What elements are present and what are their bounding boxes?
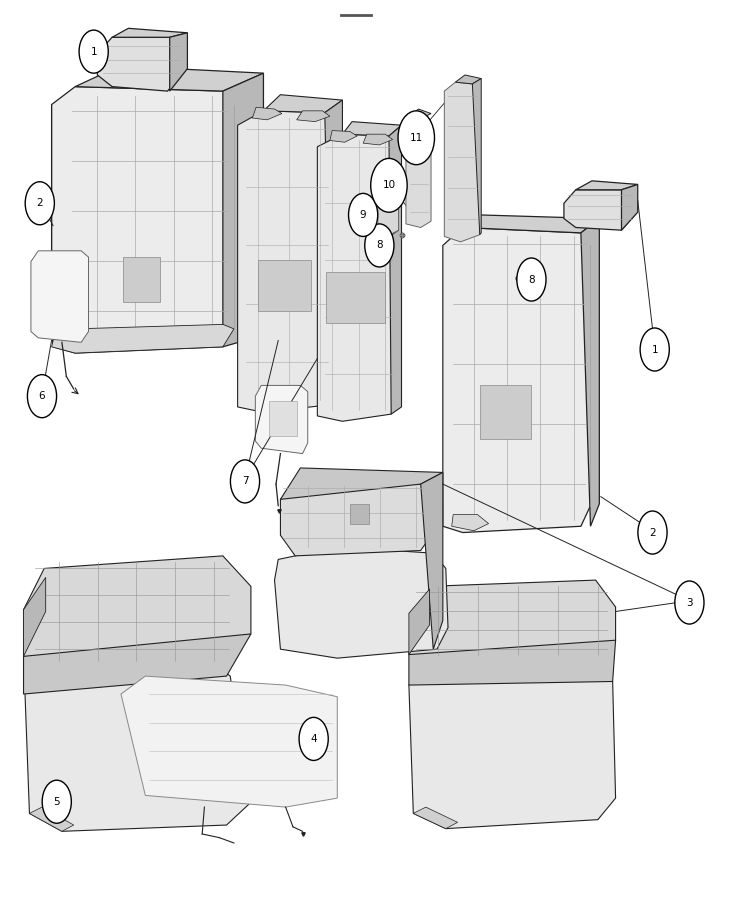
Ellipse shape: [640, 328, 669, 371]
Polygon shape: [581, 219, 599, 526]
Ellipse shape: [42, 780, 71, 824]
Polygon shape: [456, 75, 481, 84]
Polygon shape: [409, 640, 616, 685]
Ellipse shape: [27, 374, 56, 418]
Polygon shape: [123, 257, 160, 302]
Text: 6: 6: [39, 392, 45, 401]
Text: 8: 8: [376, 240, 382, 250]
Polygon shape: [409, 590, 430, 654]
Polygon shape: [274, 547, 448, 658]
Polygon shape: [564, 190, 635, 230]
Polygon shape: [330, 130, 357, 142]
Polygon shape: [409, 580, 616, 658]
Polygon shape: [463, 215, 599, 233]
Polygon shape: [52, 86, 234, 353]
Ellipse shape: [25, 182, 54, 225]
Polygon shape: [472, 78, 481, 235]
Polygon shape: [350, 504, 369, 524]
Text: 7: 7: [242, 476, 248, 486]
Polygon shape: [325, 100, 342, 405]
Polygon shape: [52, 324, 234, 353]
Polygon shape: [479, 385, 531, 439]
Polygon shape: [280, 468, 443, 500]
Text: 3: 3: [686, 598, 693, 608]
Polygon shape: [576, 181, 638, 190]
Polygon shape: [421, 472, 443, 649]
Text: 9: 9: [360, 210, 367, 220]
Polygon shape: [112, 28, 187, 37]
Polygon shape: [326, 273, 385, 322]
Ellipse shape: [398, 111, 434, 165]
Polygon shape: [445, 82, 479, 242]
Ellipse shape: [365, 224, 394, 267]
Ellipse shape: [638, 511, 667, 554]
Ellipse shape: [299, 717, 328, 760]
Ellipse shape: [516, 258, 546, 302]
Polygon shape: [24, 578, 46, 656]
Polygon shape: [253, 107, 282, 120]
Polygon shape: [370, 194, 399, 237]
Polygon shape: [280, 484, 433, 556]
Polygon shape: [264, 94, 342, 112]
Ellipse shape: [348, 194, 378, 237]
Polygon shape: [317, 134, 396, 421]
Polygon shape: [24, 556, 251, 667]
Polygon shape: [413, 807, 458, 829]
Text: 5: 5: [53, 796, 60, 806]
Polygon shape: [443, 228, 591, 533]
Ellipse shape: [675, 581, 704, 624]
Text: 2: 2: [649, 527, 656, 537]
Text: 8: 8: [528, 274, 535, 284]
Polygon shape: [409, 658, 616, 829]
Polygon shape: [296, 111, 330, 122]
Ellipse shape: [79, 30, 108, 73]
Polygon shape: [406, 116, 431, 228]
Polygon shape: [342, 122, 402, 136]
Ellipse shape: [230, 460, 259, 503]
Polygon shape: [409, 109, 431, 118]
Polygon shape: [75, 66, 264, 91]
Polygon shape: [24, 634, 251, 694]
Polygon shape: [389, 125, 402, 414]
Polygon shape: [238, 111, 332, 412]
Polygon shape: [223, 73, 264, 346]
Polygon shape: [622, 184, 638, 230]
Polygon shape: [121, 676, 337, 807]
Polygon shape: [363, 134, 393, 145]
Polygon shape: [170, 32, 187, 91]
Polygon shape: [452, 515, 488, 531]
Polygon shape: [259, 260, 311, 310]
Text: 10: 10: [382, 180, 396, 190]
Polygon shape: [30, 807, 74, 832]
Polygon shape: [25, 658, 249, 832]
Text: 1: 1: [90, 47, 97, 57]
Text: 11: 11: [410, 133, 423, 143]
Polygon shape: [31, 251, 88, 342]
Text: 1: 1: [651, 345, 658, 355]
Polygon shape: [256, 385, 308, 454]
Text: 2: 2: [36, 198, 43, 208]
Text: 4: 4: [310, 734, 317, 744]
Polygon shape: [97, 37, 185, 91]
Polygon shape: [269, 400, 296, 436]
Ellipse shape: [370, 158, 408, 212]
